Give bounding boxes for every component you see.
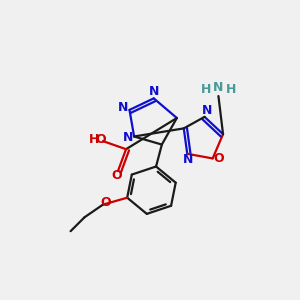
Text: H: H [226,82,236,96]
Text: H: H [88,134,99,146]
Text: N: N [117,101,128,114]
Text: O: O [214,152,224,165]
Text: O: O [111,169,122,182]
Text: O: O [100,196,111,209]
Text: N: N [213,81,224,94]
Text: H: H [200,82,211,96]
Text: N: N [148,85,159,98]
Text: N: N [123,131,133,144]
Text: O: O [96,134,106,146]
Text: N: N [182,153,193,166]
Text: N: N [202,104,212,117]
